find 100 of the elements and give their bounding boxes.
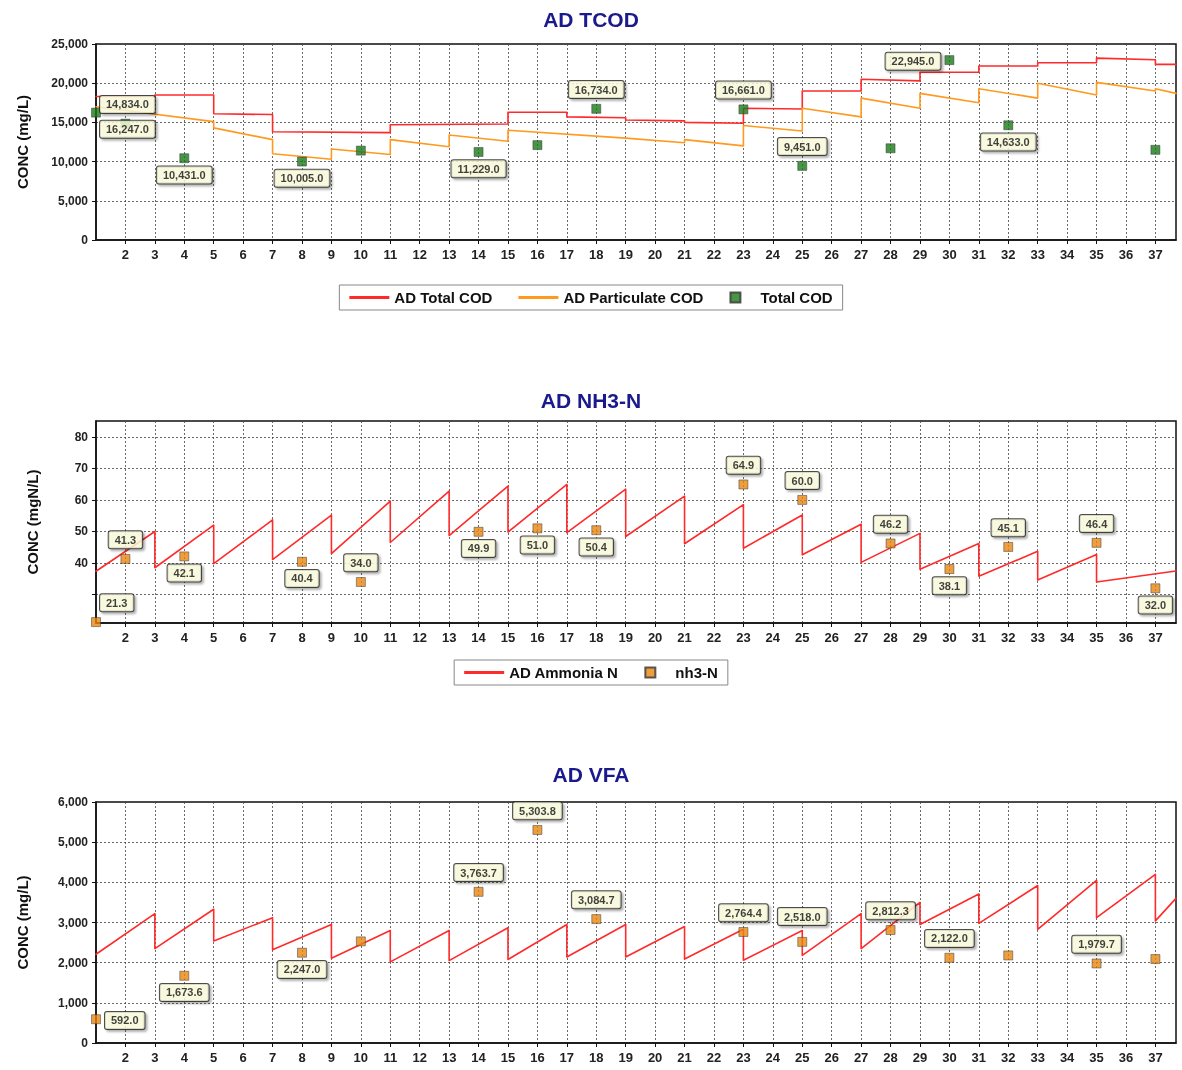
data-label: 50.4 — [585, 540, 608, 553]
x-tick-label: 29 — [912, 1050, 928, 1065]
x-tick-label: 12 — [412, 630, 427, 645]
data-label: 10,431.0 — [162, 168, 206, 181]
x-tick-label: 31 — [971, 247, 987, 262]
x-tick-label: 8 — [298, 247, 306, 262]
x-tick-label: 22 — [706, 1050, 722, 1065]
x-tick-label: 3 — [151, 630, 159, 645]
x-tick-label: 15 — [500, 1050, 516, 1065]
data-label: 14,834.0 — [106, 98, 149, 111]
x-tick-label: 4 — [180, 247, 189, 262]
x-tick-label: 3 — [151, 1050, 159, 1065]
x-tick-label: 7 — [268, 247, 277, 262]
x-tick-label: 26 — [824, 1050, 839, 1065]
y-tick-label: 4,000 — [57, 875, 89, 890]
x-tick-label: 29 — [912, 247, 928, 262]
x-tick-label: 9 — [327, 1050, 336, 1065]
data-label: 14,633.0 — [986, 135, 1030, 148]
x-tick-label: 15 — [500, 630, 516, 645]
data-label: 5,303.8 — [519, 804, 556, 817]
data-label: 2,518.0 — [783, 910, 821, 923]
data-label: 32.0 — [1144, 598, 1167, 611]
data-label: 1,673.6 — [165, 986, 203, 999]
x-tick-label: 37 — [1148, 630, 1163, 645]
x-tick-label: 25 — [795, 1050, 810, 1065]
x-tick-label: 27 — [853, 630, 869, 645]
x-tick-label: 12 — [412, 1050, 427, 1065]
x-tick-label: 23 — [736, 247, 751, 262]
x-tick-label: 35 — [1089, 1050, 1104, 1065]
x-tick-label: 8 — [298, 630, 306, 645]
y-axis-title: CONC (mg/L) — [14, 94, 31, 190]
x-tick-label: 24 — [765, 630, 781, 645]
x-tick-label: 11 — [383, 630, 398, 645]
x-tick-label: 35 — [1089, 247, 1104, 262]
y-tick-label: 5,000 — [57, 193, 89, 208]
x-tick-label: 6 — [239, 247, 247, 262]
x-tick-label: 3 — [151, 247, 159, 262]
x-tick-label: 2 — [121, 630, 130, 645]
x-tick-label: 5 — [210, 1050, 218, 1065]
data-label: 16,247.0 — [106, 123, 149, 136]
y-tick-label: 0 — [81, 233, 89, 247]
x-tick-label: 24 — [765, 247, 781, 262]
x-tick-label: 5 — [210, 630, 218, 645]
data-label: 1,979.7 — [1078, 938, 1115, 951]
x-tick-label: 14 — [471, 630, 487, 645]
y-tick-label: 0 — [81, 1036, 89, 1050]
x-tick-label: 37 — [1148, 247, 1163, 262]
legend-label: AD Ammonia N — [509, 664, 618, 681]
x-tick-label: 37 — [1148, 1050, 1163, 1065]
data-label: 2,764.4 — [725, 906, 763, 919]
y-tick-label: 20,000 — [51, 76, 89, 91]
y-axis-title: CONC (mgN/L) — [24, 469, 41, 575]
x-tick-label: 6 — [239, 630, 247, 645]
data-label: 10,005.0 — [280, 172, 324, 185]
x-tick-label: 4 — [180, 630, 189, 645]
x-tick-label: 15 — [500, 247, 516, 262]
x-tick-label: 36 — [1118, 630, 1134, 645]
data-label: 22,945.0 — [891, 55, 935, 68]
data-label: 42.1 — [173, 567, 195, 580]
x-tick-label: 14 — [471, 1050, 487, 1065]
data-label: 49.9 — [467, 542, 490, 555]
data-label: 38.1 — [938, 579, 961, 592]
x-tick-label: 18 — [589, 1050, 604, 1065]
x-tick-label: 22 — [706, 630, 722, 645]
y-tick-label: 2,000 — [57, 955, 89, 970]
legend-label: AD Total COD — [394, 289, 493, 306]
x-tick-label: 9 — [327, 247, 336, 262]
x-tick-label: 24 — [765, 1050, 781, 1065]
x-tick-label: 34 — [1059, 630, 1076, 645]
data-label: 592.0 — [111, 1014, 139, 1027]
x-tick-label: 26 — [824, 247, 839, 262]
x-tick-label: 32 — [1001, 247, 1016, 262]
x-tick-label: 33 — [1030, 247, 1045, 262]
x-tick-label: 30 — [942, 1050, 957, 1065]
x-tick-label: 20 — [647, 247, 663, 262]
data-label: 2,247.0 — [283, 963, 321, 976]
y-tick-label: 10,000 — [51, 154, 89, 169]
x-tick-label: 14 — [471, 247, 487, 262]
x-tick-label: 34 — [1059, 247, 1076, 262]
x-tick-label: 33 — [1030, 630, 1045, 645]
x-tick-label: 28 — [883, 247, 898, 262]
y-tick-label: 6,000 — [57, 795, 89, 809]
x-tick-label: 22 — [706, 247, 722, 262]
y-tick-label: 5,000 — [57, 835, 89, 850]
x-tick-label: 19 — [618, 630, 633, 645]
x-tick-label: 2 — [121, 1050, 130, 1065]
x-tick-label: 12 — [412, 247, 427, 262]
x-tick-label: 30 — [942, 247, 957, 262]
y-tick-label: 40 — [74, 556, 89, 571]
x-tick-label: 26 — [824, 630, 839, 645]
x-tick-label: 2 — [121, 247, 130, 262]
x-tick-label: 7 — [268, 1050, 277, 1065]
data-label: 40.4 — [291, 572, 314, 585]
data-label: 34.0 — [350, 556, 372, 569]
x-tick-label: 25 — [795, 630, 810, 645]
x-tick-label: 28 — [883, 630, 898, 645]
x-tick-label: 7 — [268, 630, 277, 645]
x-tick-label: 34 — [1059, 1050, 1076, 1065]
x-tick-label: 33 — [1030, 1050, 1045, 1065]
x-tick-label: 25 — [795, 247, 810, 262]
